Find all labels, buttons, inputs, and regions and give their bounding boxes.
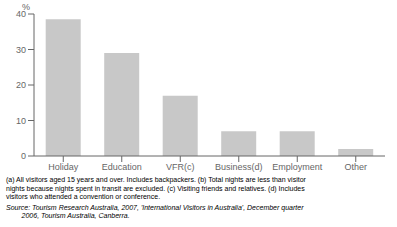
html-text:Source: Tourism Research Austr: Source: Tourism Research Australia, 2007… <box>6 203 304 219</box>
svg-text:Employment: Employment <box>272 162 323 172</box>
svg-text:40: 40 <box>16 9 26 19</box>
svg-text:Education: Education <box>102 162 142 172</box>
svg-text:Other: Other <box>344 162 367 172</box>
svg-text:10: 10 <box>16 116 26 126</box>
svg-text:VFR(c): VFR(c) <box>166 162 195 172</box>
svg-text:Business(d): Business(d) <box>215 162 263 172</box>
svg-text:30: 30 <box>16 45 26 55</box>
svg-text:Holiday: Holiday <box>48 162 79 172</box>
svg-text:0: 0 <box>21 151 26 161</box>
svg-text:20: 20 <box>16 80 26 90</box>
html-text:(a) All visitors aged 15 years: (a) All visitors aged 15 years and over.… <box>6 176 306 200</box>
